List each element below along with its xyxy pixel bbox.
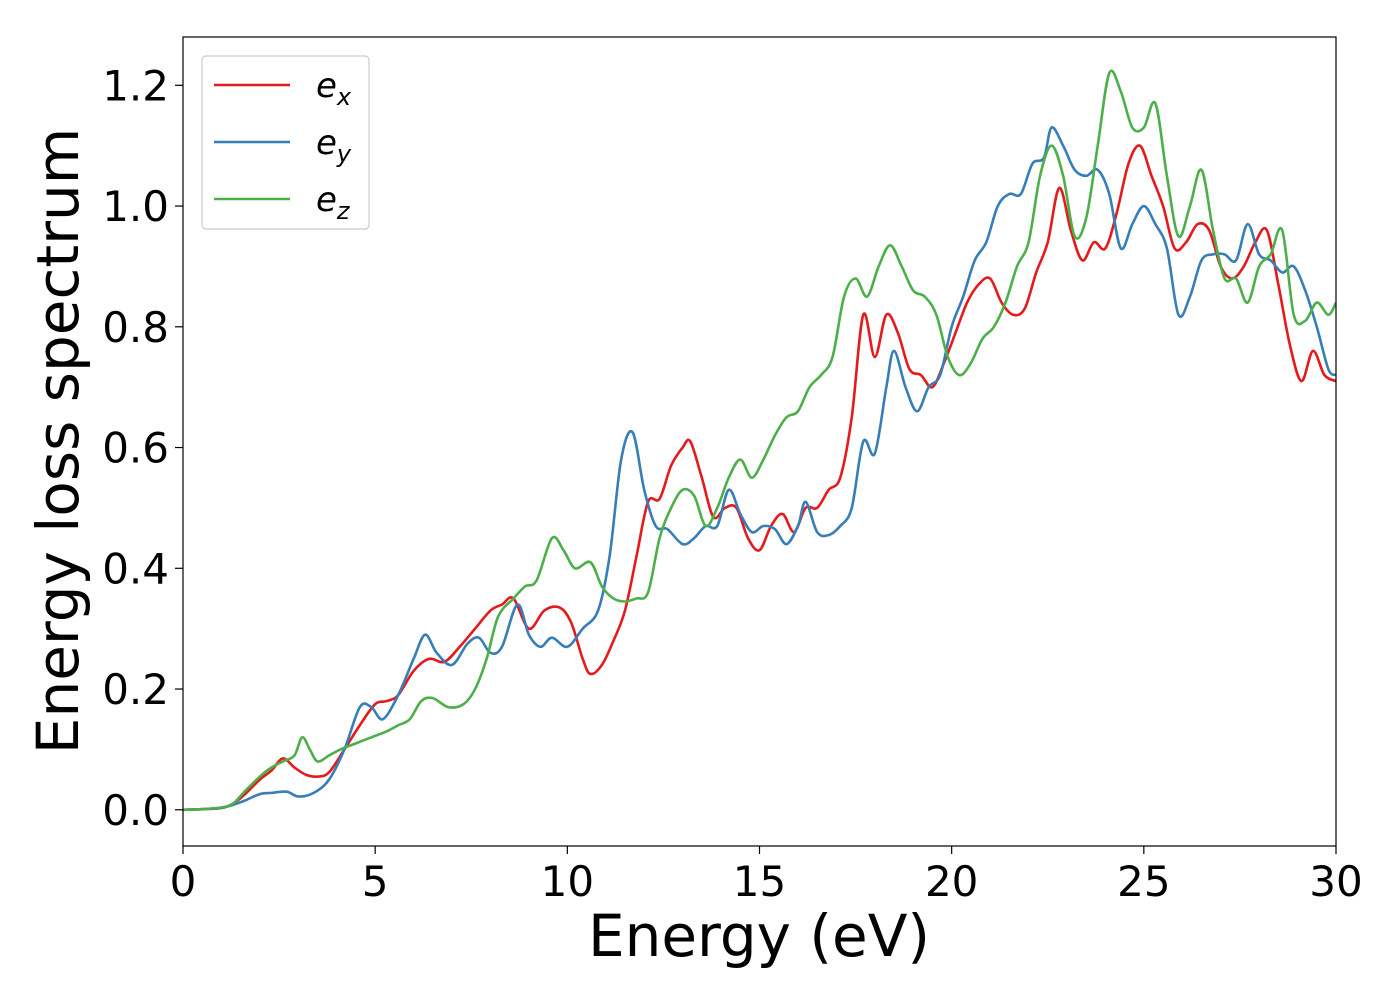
legend-label-e-z: ez [316, 180, 351, 225]
y-axis-ticks: 0.0 0.2 0.4 0.6 0.8 1.0 1.2 [102, 61, 183, 835]
legend: ex ey ez [201, 55, 370, 230]
y-tick-label: 0.6 [102, 424, 169, 473]
series-layer [183, 69, 1336, 812]
x-tick-label: 25 [1117, 857, 1170, 906]
x-tick-label: 20 [925, 857, 978, 906]
x-tick-label: 10 [541, 857, 594, 906]
x-axis-label: Energy (eV) [588, 902, 930, 970]
y-axis-label: Energy loss spectrum [24, 128, 92, 754]
y-tick-label: 0.0 [102, 786, 169, 835]
series-line-e-z [183, 69, 1336, 812]
series-line-e-x [183, 144, 1336, 812]
x-axis-ticks: 0 5 10 15 20 25 30 [170, 846, 1363, 906]
y-tick-label: 1.2 [102, 61, 169, 110]
y-tick-label: 1.0 [102, 182, 169, 231]
x-tick-label: 5 [362, 857, 389, 906]
x-tick-label: 0 [170, 857, 197, 906]
y-tick-label: 0.4 [102, 544, 169, 593]
x-tick-label: 15 [733, 857, 786, 906]
y-tick-label: 0.8 [102, 303, 169, 352]
y-tick-label: 0.2 [102, 665, 169, 714]
x-tick-label: 30 [1309, 857, 1362, 906]
legend-label-e-y: ey [316, 123, 352, 168]
legend-label-e-x: ex [316, 66, 352, 111]
series-line-e-y [183, 126, 1336, 812]
